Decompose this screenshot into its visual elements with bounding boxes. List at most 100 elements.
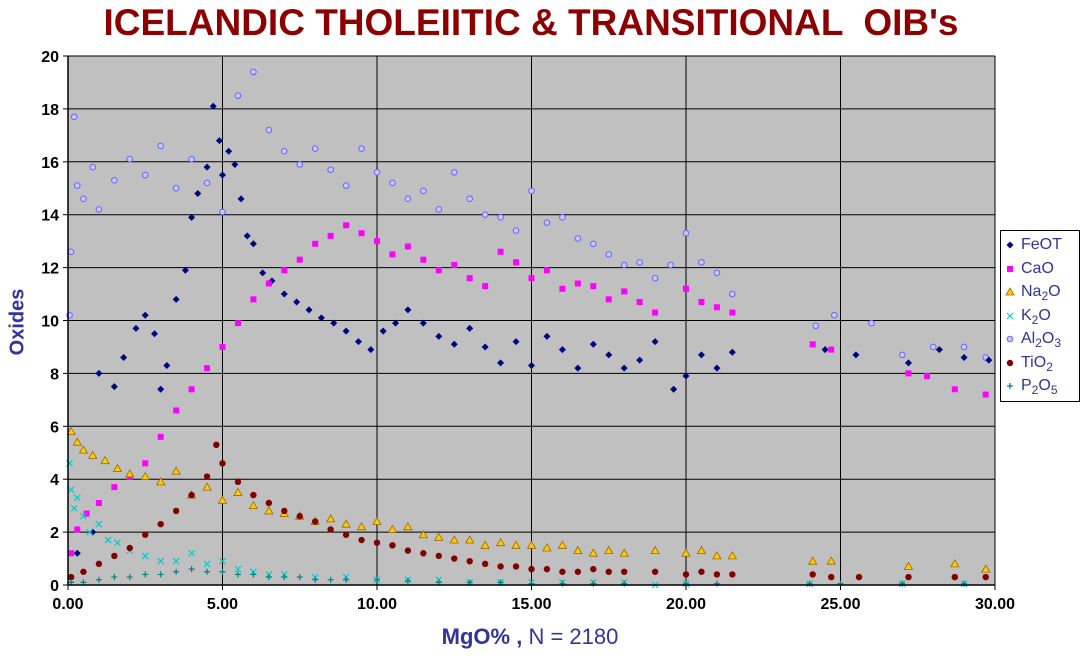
point-na2o xyxy=(171,466,181,475)
point-tio2 xyxy=(373,539,381,546)
legend-label: TiO2 xyxy=(1021,353,1053,374)
point-cao xyxy=(683,285,689,292)
point-tio2 xyxy=(713,571,721,578)
point-al2o3 xyxy=(682,229,690,237)
point-cao xyxy=(74,526,81,533)
point-al2o3 xyxy=(327,166,334,174)
point-feot xyxy=(404,306,412,314)
point-tio2 xyxy=(855,573,863,581)
point-na2o xyxy=(156,477,166,486)
point-tio2 xyxy=(951,573,959,581)
point-tio2 xyxy=(682,571,690,578)
point-na2o xyxy=(542,543,552,552)
point-cao xyxy=(621,288,628,295)
point-na2o xyxy=(604,545,614,555)
point-tio2 xyxy=(203,473,211,480)
point-feot xyxy=(181,266,189,274)
y-tick-label: 18 xyxy=(41,102,59,119)
point-feot xyxy=(330,319,338,327)
legend-label: P2O5 xyxy=(1021,377,1058,397)
point-k2o xyxy=(67,486,75,494)
point-tio2 xyxy=(172,507,180,515)
point-al2o3 xyxy=(126,155,134,163)
point-cao xyxy=(204,365,211,372)
point-cao xyxy=(374,238,380,245)
point-al2o3 xyxy=(812,322,820,330)
point-feot xyxy=(935,346,943,354)
y-tick-label: 20 xyxy=(41,49,59,66)
point-al2o3 xyxy=(636,259,643,266)
point-na2o xyxy=(526,540,537,549)
point-al2o3 xyxy=(70,113,78,121)
point-p2o5 xyxy=(327,576,334,583)
point-al2o3 xyxy=(698,259,705,266)
point-na2o xyxy=(325,514,336,523)
point-cao xyxy=(327,232,334,239)
point-tio2 xyxy=(512,563,520,570)
x-axis-label-note: N = 2180 xyxy=(528,624,619,649)
point-cao xyxy=(809,341,816,348)
point-feot xyxy=(305,306,313,314)
point-feot xyxy=(543,332,551,340)
point-tio2 xyxy=(729,571,736,578)
series-na2o xyxy=(66,426,991,573)
point-na2o xyxy=(125,469,135,478)
point-feot xyxy=(367,346,375,354)
point-al2o3 xyxy=(80,195,87,203)
point-tio2 xyxy=(574,568,582,575)
point-feot xyxy=(379,327,387,335)
point-al2o3 xyxy=(929,343,937,351)
point-al2o3 xyxy=(512,227,520,234)
legend-symbol xyxy=(1006,312,1014,319)
point-na2o xyxy=(465,535,475,544)
point-cao xyxy=(420,256,427,263)
point-k2o xyxy=(114,539,121,547)
point-tio2 xyxy=(213,441,220,449)
point-al2o3 xyxy=(234,92,242,99)
y-tick-label: 8 xyxy=(50,366,59,383)
point-cao xyxy=(157,433,164,440)
point-p2o5 xyxy=(219,568,226,575)
point-p2o5 xyxy=(157,571,164,578)
point-feot xyxy=(110,383,118,391)
point-tio2 xyxy=(809,571,816,578)
legend-item-cao: CaO xyxy=(1001,259,1079,281)
point-al2o3 xyxy=(450,169,458,176)
point-cao xyxy=(234,320,241,327)
point-tio2 xyxy=(451,555,458,562)
point-na2o xyxy=(248,500,259,510)
point-na2o xyxy=(403,522,413,531)
point-feot xyxy=(151,330,159,338)
legend-item-p2o5: P2O5 xyxy=(1001,376,1079,398)
point-feot xyxy=(188,213,196,221)
point-al2o3 xyxy=(73,182,81,189)
legend-marker-al2o3 xyxy=(1006,335,1014,343)
point-feot xyxy=(466,324,474,332)
point-al2o3 xyxy=(296,161,304,168)
point-cao xyxy=(173,407,180,414)
point-p2o5 xyxy=(343,576,350,583)
point-al2o3 xyxy=(899,351,906,359)
point-na2o xyxy=(619,548,629,557)
point-al2o3 xyxy=(620,261,628,269)
point-feot xyxy=(249,240,257,248)
point-cao xyxy=(188,386,195,393)
point-k2o xyxy=(172,557,180,565)
point-tio2 xyxy=(497,563,504,570)
point-feot xyxy=(419,319,427,327)
point-feot xyxy=(697,351,705,359)
point-feot xyxy=(354,338,362,346)
point-na2o xyxy=(217,495,228,504)
point-cao xyxy=(358,230,365,237)
legend-marker-feot xyxy=(1006,241,1014,249)
point-cao xyxy=(905,370,912,377)
point-feot xyxy=(219,171,226,179)
point-feot xyxy=(157,385,165,393)
point-feot xyxy=(713,364,721,372)
point-na2o xyxy=(88,450,98,459)
point-feot xyxy=(342,327,350,335)
point-p2o5 xyxy=(234,571,241,578)
y-tick-label: 0 xyxy=(50,578,59,595)
point-na2o xyxy=(372,516,382,525)
point-feot xyxy=(497,359,505,367)
